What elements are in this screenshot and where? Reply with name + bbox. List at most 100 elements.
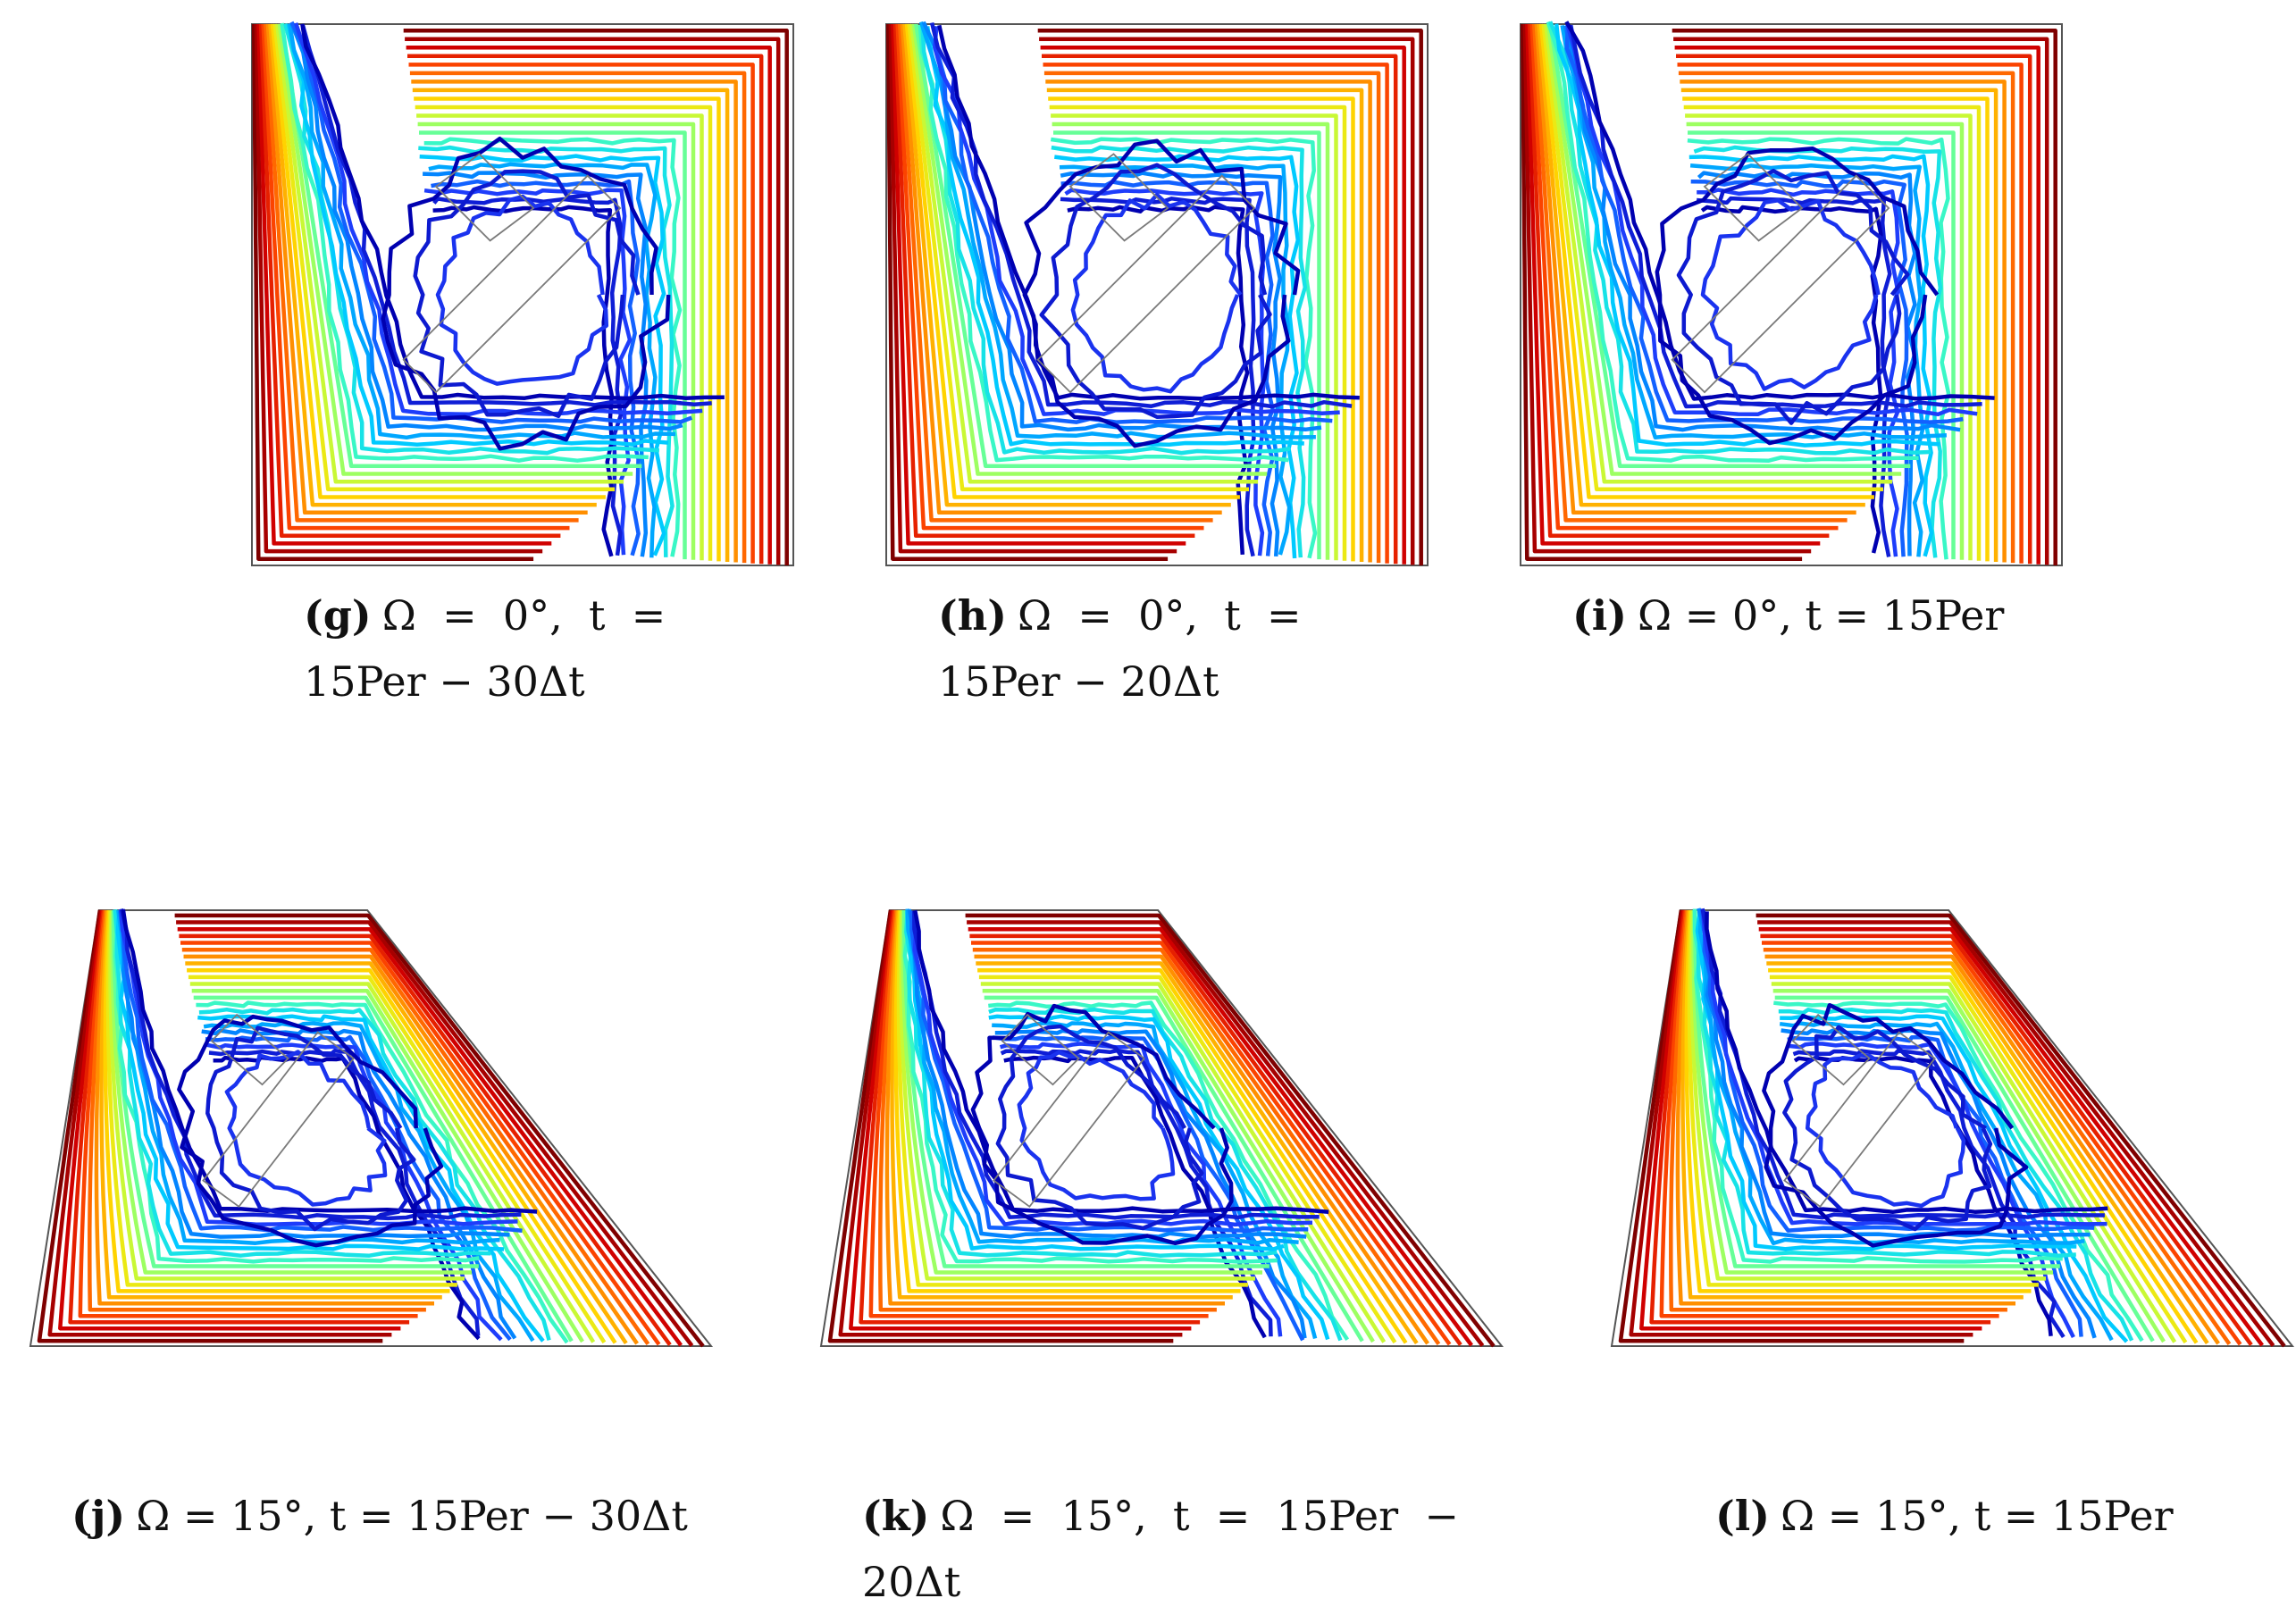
obstacle-outline xyxy=(1703,153,1804,242)
contour-line xyxy=(1680,79,2007,563)
contour-line xyxy=(1700,198,1881,391)
contour-line xyxy=(110,909,472,1275)
contour-line xyxy=(827,909,1174,1343)
contour-line xyxy=(1529,23,1839,531)
contour-line xyxy=(251,23,534,561)
contour-line xyxy=(1768,967,2199,1344)
domain-frame xyxy=(1610,909,2295,1347)
contour-line xyxy=(1699,909,2095,1233)
domain-frame xyxy=(29,909,714,1347)
contour-line xyxy=(411,79,738,563)
contour-line xyxy=(1659,909,1999,1318)
contour-line xyxy=(1764,954,2220,1345)
obstacle-outline xyxy=(210,1013,289,1086)
contour-plot-g xyxy=(251,21,794,566)
contour-line xyxy=(274,23,624,484)
contour-line xyxy=(965,913,1496,1348)
contour-line xyxy=(1554,23,1940,448)
contour-line xyxy=(1046,88,1364,562)
contour-line xyxy=(256,23,552,546)
contour-line xyxy=(888,23,1177,554)
caption-i: (i) Ω = 0°, t = 15Per xyxy=(1572,582,2073,649)
contour-line xyxy=(1693,910,2060,1268)
contour-line xyxy=(878,909,1217,1312)
contour-line xyxy=(117,909,510,1239)
contour-line xyxy=(1563,25,1961,432)
contour-plot-l xyxy=(1610,908,2295,1348)
contour-line xyxy=(1678,71,2015,564)
contour-line xyxy=(1017,1050,1176,1201)
contour-line xyxy=(912,911,1313,1227)
contour-line xyxy=(1522,23,1812,554)
contour-line xyxy=(258,23,561,539)
contour-line xyxy=(1688,130,1956,560)
contour-line xyxy=(423,188,633,556)
contour-line xyxy=(925,26,1304,448)
contour-line xyxy=(1037,29,1423,565)
contour-line xyxy=(885,23,1169,561)
contour-line xyxy=(112,910,479,1268)
contour-line xyxy=(68,909,410,1325)
contour-line xyxy=(120,910,523,1234)
contour-line xyxy=(193,995,574,1343)
contour-line xyxy=(1687,137,1951,560)
contour-line xyxy=(1527,23,1830,539)
contour-line xyxy=(1787,1034,2083,1337)
contour-line xyxy=(1039,163,1272,419)
contour-line xyxy=(902,23,1231,507)
caption-line2-g: 15Per − 30Δt xyxy=(304,657,585,706)
caption-line1-g: Ω = 0°, t = xyxy=(381,591,666,640)
contour-line xyxy=(174,913,705,1348)
panel-label-g: (g) xyxy=(304,591,372,640)
contour-line xyxy=(911,23,1268,476)
contour-line xyxy=(1546,21,1919,464)
contour-line xyxy=(78,909,418,1318)
contour-line xyxy=(1060,197,1256,557)
contour-line xyxy=(176,920,694,1347)
contour-line xyxy=(1684,909,2032,1293)
contour-line xyxy=(272,23,615,492)
contour-line xyxy=(205,1025,416,1232)
contour-line xyxy=(263,23,579,523)
contour-line xyxy=(1059,163,1292,556)
contour-line xyxy=(181,947,650,1345)
domain-frame xyxy=(1520,23,2063,566)
contour-line xyxy=(1782,1025,1993,1232)
contour-line xyxy=(1689,909,2046,1281)
contour-line xyxy=(1537,23,1865,507)
panel-label-l: (l) xyxy=(1715,1492,1771,1540)
caption-line1-l: Ω = 15°, t = 15Per xyxy=(1781,1492,2174,1540)
contour-line xyxy=(1757,920,2275,1347)
contour-line xyxy=(1700,205,1883,554)
caption-line2-k: 20Δt xyxy=(862,1558,961,1606)
contour-line xyxy=(58,909,401,1331)
contour-line xyxy=(407,54,764,565)
contour-line xyxy=(105,909,457,1287)
contour-line xyxy=(113,909,491,1258)
contour-line xyxy=(435,194,609,386)
contour-line xyxy=(978,975,1397,1344)
contour-line xyxy=(905,909,1285,1251)
contour-line xyxy=(1692,908,2063,1264)
contour-line xyxy=(1672,29,2057,565)
caption-h: (h) Ω = 0°, t = 15Per − 20Δt xyxy=(938,582,1385,715)
contour-line xyxy=(909,910,1309,1233)
contour-line xyxy=(1674,46,2040,565)
contour-line xyxy=(119,908,522,1221)
caption-g: (g) Ω = 0°, t = 15Per − 30Δt xyxy=(304,582,750,715)
contour-line xyxy=(432,197,624,556)
contour-line xyxy=(1700,908,2105,1220)
contour-line xyxy=(1675,909,2015,1306)
contour-line xyxy=(892,23,1195,539)
contour-line xyxy=(205,1034,512,1342)
contour-line xyxy=(909,23,1259,484)
contour-line xyxy=(1677,63,2024,564)
contour-line xyxy=(1680,909,2024,1300)
contour-line xyxy=(992,1034,1305,1342)
panel-j xyxy=(27,907,715,1353)
contour-line xyxy=(289,21,693,424)
panel-i xyxy=(1519,21,2064,567)
contour-line xyxy=(1534,23,1856,515)
contour-line xyxy=(187,967,617,1344)
contour-line xyxy=(406,46,772,565)
